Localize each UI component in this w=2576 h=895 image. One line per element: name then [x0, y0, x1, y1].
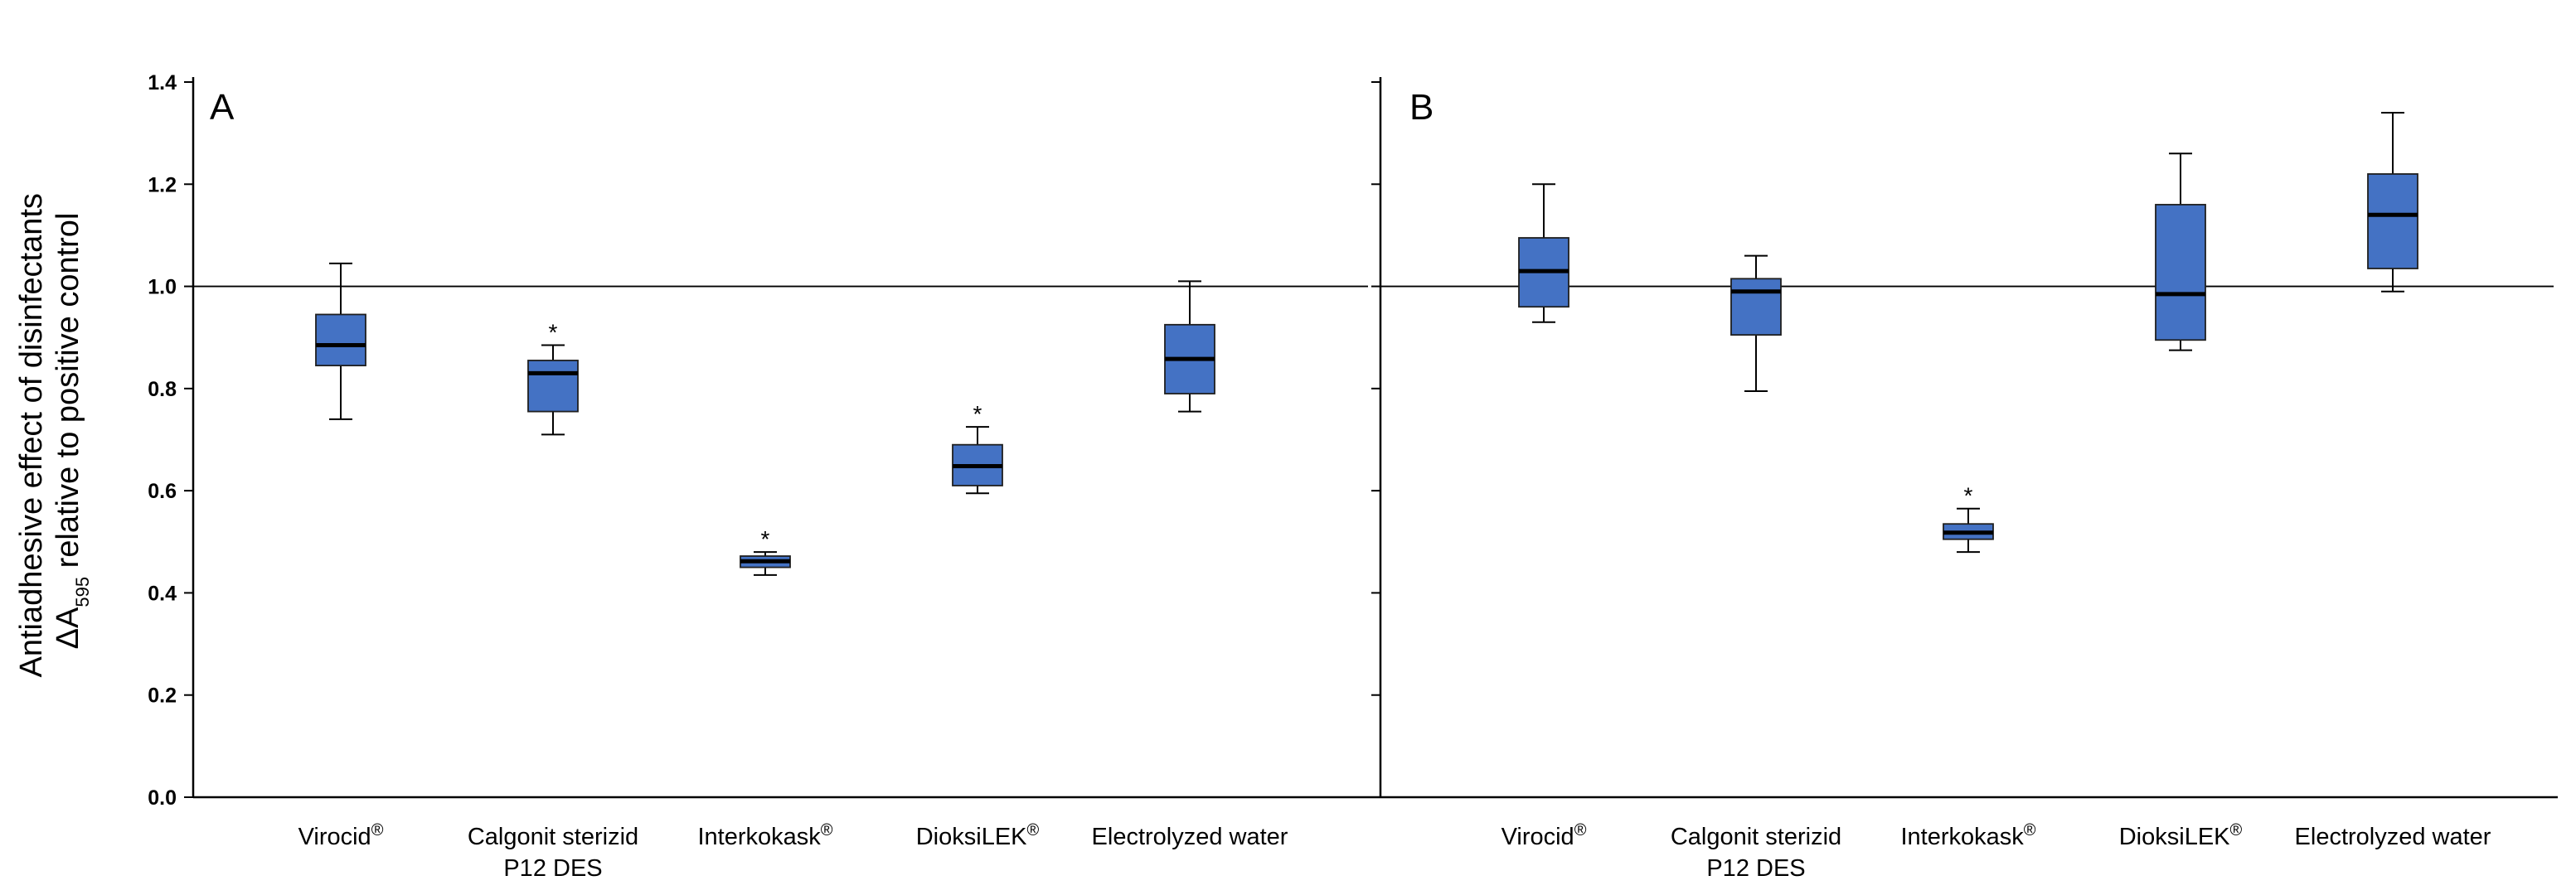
significance-star: *	[549, 319, 558, 345]
y-tick-label: 1.2	[148, 173, 177, 196]
category-label: Electrolyzed water	[2295, 824, 2491, 850]
box-B-3: *	[1943, 483, 1994, 554]
y-axis-label-line2-prefix: ΔA	[51, 607, 85, 649]
category-label-text: Virocid	[298, 824, 371, 850]
y-axis-label-subscript: 595	[72, 577, 93, 607]
axes-layer	[184, 77, 2558, 799]
category-label-text: Interkokask	[1900, 824, 2024, 850]
category-label: Virocid®	[1501, 821, 1587, 850]
registered-mark: ®	[371, 821, 384, 839]
category-label-text: Calgonit sterizid	[468, 824, 638, 850]
box-B-5	[2367, 111, 2418, 293]
category-label: DioksiLEK®	[916, 821, 1040, 850]
category-label-text: Electrolyzed water	[2295, 824, 2491, 850]
box-A-1	[315, 262, 366, 420]
category-label: Calgonit sterizid	[468, 824, 638, 850]
significance-star: *	[973, 401, 982, 427]
box-B-1	[1518, 183, 1569, 323]
category-label-text: DioksiLEK	[2119, 824, 2230, 850]
category-label: Electrolyzed water	[1092, 824, 1288, 850]
category-label: Calgonit sterizid	[1671, 824, 1841, 850]
y-tick-label: 0.0	[148, 786, 177, 810]
box-B-4	[2155, 152, 2206, 351]
category-label-text: DioksiLEK	[916, 824, 1027, 850]
y-tick-label: 1.0	[148, 276, 177, 299]
category-label-text: Calgonit sterizid	[1671, 824, 1841, 850]
box-iqr	[527, 360, 579, 413]
y-tick-label: 1.4	[148, 71, 177, 94]
category-label: Interkokask®	[1900, 821, 2035, 850]
category-label: DioksiLEK®	[2119, 821, 2243, 850]
y-axis-label-line2-suffix: relative to positive control	[51, 213, 85, 577]
box-A-4: *	[952, 401, 1003, 495]
box-A-3: *	[740, 526, 791, 576]
y-tick-label: 0.6	[148, 480, 177, 503]
category-label-text: Electrolyzed water	[1092, 824, 1288, 850]
y-axis-label: Antiadhesive effect of disinfectants ΔA5…	[14, 185, 93, 678]
panel-label-B: B	[1409, 87, 1434, 128]
box-A-5	[1164, 280, 1215, 413]
category-label: Virocid®	[298, 821, 384, 850]
significance-star: *	[761, 526, 770, 552]
category-label-line2: P12 DES	[1706, 855, 1805, 882]
category-label-line2: P12 DES	[503, 855, 602, 882]
significance-star: *	[1964, 483, 1973, 509]
category-label-text: Interkokask	[697, 824, 821, 850]
registered-mark: ®	[1027, 821, 1040, 839]
box-iqr	[2155, 204, 2206, 341]
box-B-2	[1730, 254, 1782, 392]
y-tick-label: 0.4	[148, 582, 177, 605]
boxes-layer: * * * *	[315, 111, 2418, 576]
box-iqr	[1730, 278, 1782, 336]
category-label-text: Virocid	[1501, 824, 1574, 850]
registered-mark: ®	[2230, 821, 2243, 839]
box-iqr	[315, 313, 366, 367]
category-label: Interkokask®	[697, 821, 832, 850]
y-tick-label: 0.8	[148, 378, 177, 401]
registered-mark: ®	[2024, 821, 2036, 839]
panel-label-A: A	[210, 87, 235, 128]
registered-mark: ®	[821, 821, 833, 839]
y-axis-label-line1: Antiadhesive effect of disinfectants	[14, 193, 49, 677]
y-tick-label: 0.2	[148, 685, 177, 708]
box-A-2: *	[527, 319, 579, 436]
box-iqr	[2367, 173, 2418, 269]
registered-mark: ®	[1574, 821, 1587, 839]
